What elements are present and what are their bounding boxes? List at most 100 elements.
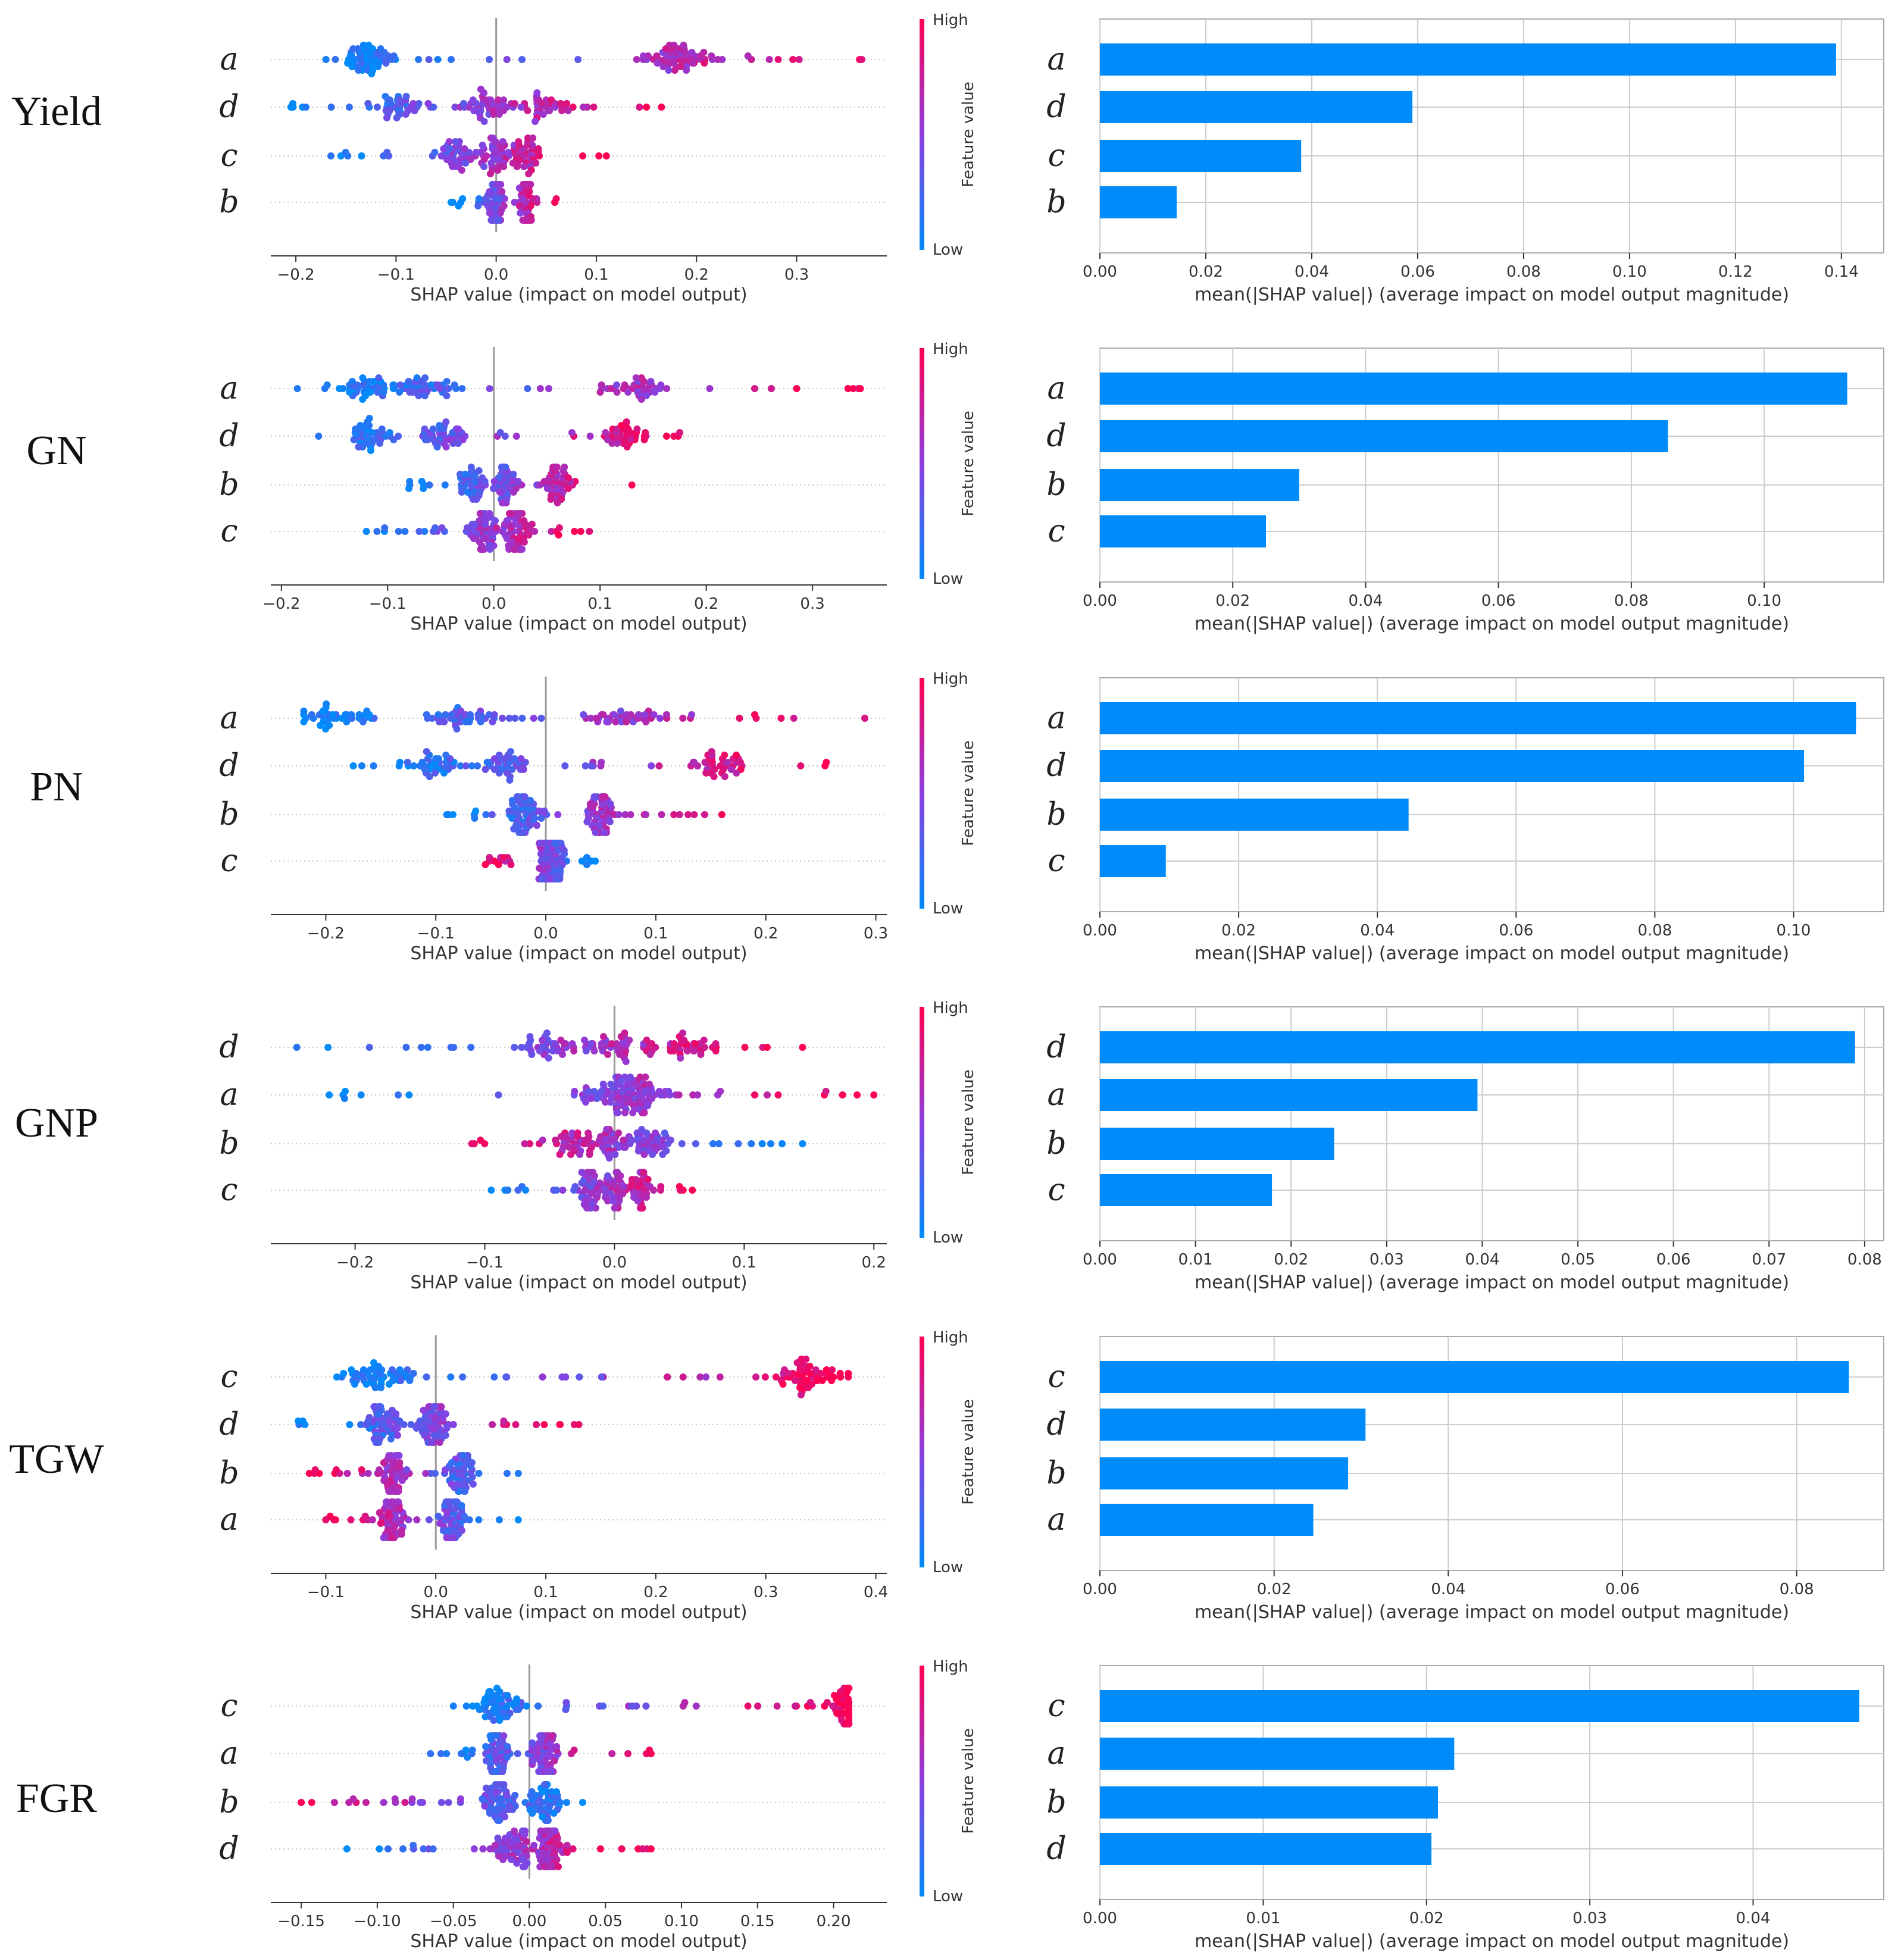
shap-point bbox=[600, 829, 608, 836]
shap-point bbox=[502, 1373, 510, 1381]
x-tick-label: 0.3 bbox=[754, 1583, 778, 1601]
x-tick-label: 0.4 bbox=[864, 1583, 888, 1601]
shap-point bbox=[376, 1466, 383, 1473]
shap-point bbox=[481, 1802, 489, 1810]
shap-point bbox=[468, 1747, 476, 1754]
shap-point bbox=[581, 762, 589, 769]
shap-point bbox=[584, 1088, 592, 1095]
shap-point bbox=[721, 752, 729, 759]
shap-point bbox=[626, 429, 634, 436]
feature-label: c bbox=[1048, 843, 1065, 879]
shap-point bbox=[597, 1133, 605, 1140]
shap-point bbox=[553, 1187, 561, 1194]
shap-point bbox=[645, 1081, 653, 1088]
shap-point bbox=[559, 1051, 566, 1058]
x-tick-label: 0.3 bbox=[784, 266, 809, 284]
x-tick-label: 0.2 bbox=[684, 266, 709, 284]
x-axis-label: mean(|SHAP value|) (average impact on mo… bbox=[1195, 1602, 1789, 1623]
shap-point bbox=[680, 1037, 687, 1044]
shap-point bbox=[514, 1516, 522, 1523]
shap-point bbox=[383, 149, 391, 156]
shap-point bbox=[477, 718, 484, 725]
shap-point bbox=[424, 100, 432, 107]
shap-point bbox=[487, 170, 494, 177]
shap-point bbox=[365, 415, 373, 422]
x-tick-label: 0.03 bbox=[1572, 1910, 1607, 1927]
shap-point bbox=[398, 1477, 406, 1484]
shap-point bbox=[643, 1194, 650, 1201]
shap-point bbox=[426, 481, 433, 489]
shap-point bbox=[428, 1439, 436, 1446]
shap-point bbox=[315, 433, 323, 440]
shap-point bbox=[458, 489, 465, 496]
shap-point bbox=[455, 1531, 462, 1538]
shap-point bbox=[556, 1799, 564, 1806]
x-tick-label: 0.08 bbox=[1506, 263, 1541, 281]
shap-point bbox=[462, 1702, 470, 1710]
shap-point bbox=[396, 111, 404, 118]
shap-point bbox=[773, 1702, 781, 1710]
shap-point bbox=[545, 107, 552, 114]
shap-point bbox=[432, 755, 440, 762]
shap-point bbox=[675, 1091, 683, 1099]
shap-point bbox=[639, 1204, 646, 1212]
shap-point bbox=[507, 748, 514, 755]
shap-point bbox=[505, 715, 513, 722]
shap-point bbox=[513, 1695, 521, 1702]
shap-point bbox=[490, 1717, 498, 1724]
x-tick-label: −0.1 bbox=[369, 595, 407, 613]
shap-point bbox=[352, 1370, 360, 1377]
shap-point bbox=[489, 111, 497, 118]
shap-point bbox=[534, 145, 542, 152]
shap-point bbox=[394, 1488, 402, 1495]
shap-point bbox=[554, 499, 561, 506]
shap-point bbox=[381, 524, 389, 531]
shap-point bbox=[539, 1373, 546, 1381]
shap-point bbox=[415, 392, 423, 399]
shap-point bbox=[532, 118, 539, 125]
shap-point bbox=[523, 1044, 531, 1051]
shap-point bbox=[457, 1795, 464, 1802]
shap-point bbox=[359, 396, 367, 403]
feature-label: a bbox=[220, 700, 238, 736]
shap-point bbox=[305, 1470, 313, 1477]
shap-point bbox=[555, 524, 563, 531]
shap-point bbox=[457, 471, 464, 478]
shap-point bbox=[656, 715, 664, 722]
shap-point bbox=[486, 56, 493, 63]
shap-point bbox=[395, 528, 402, 535]
x-axis-label: SHAP value (impact on model output) bbox=[410, 1931, 747, 1952]
shap-point bbox=[416, 1417, 424, 1425]
shap-point bbox=[678, 1140, 686, 1147]
shap-point bbox=[717, 1088, 724, 1095]
shap-point bbox=[370, 762, 377, 769]
shap-point bbox=[663, 385, 671, 392]
shap-point bbox=[761, 1373, 769, 1381]
shap-point bbox=[517, 755, 525, 762]
shap-point bbox=[688, 49, 696, 56]
shap-point bbox=[507, 861, 515, 868]
shap-point bbox=[856, 385, 864, 392]
shap-point bbox=[504, 1187, 512, 1194]
importance-panel: 0.00 0.01 0.02 0.03 0.04 0.05 0.06 0.07 0.08 dabc… bbox=[1046, 1006, 1884, 1293]
shap-point bbox=[474, 711, 482, 718]
shap-point bbox=[327, 104, 335, 111]
shap-point bbox=[448, 711, 455, 718]
feature-label: d bbox=[1046, 418, 1066, 454]
shap-point bbox=[594, 1190, 601, 1197]
shap-point bbox=[483, 759, 491, 766]
shap-point bbox=[700, 49, 708, 56]
shap-point bbox=[427, 1470, 434, 1477]
shap-point bbox=[473, 496, 480, 503]
shap-point bbox=[343, 1470, 351, 1477]
shap-point bbox=[461, 471, 469, 478]
shap-point bbox=[751, 1091, 758, 1099]
shap-point bbox=[486, 188, 493, 195]
shap-point bbox=[543, 485, 551, 492]
shap-point bbox=[522, 1187, 529, 1194]
shap-point bbox=[587, 762, 595, 769]
shap-point bbox=[490, 478, 498, 485]
x-tick-label: 0.05 bbox=[588, 1913, 623, 1930]
shap-point bbox=[793, 1359, 801, 1366]
